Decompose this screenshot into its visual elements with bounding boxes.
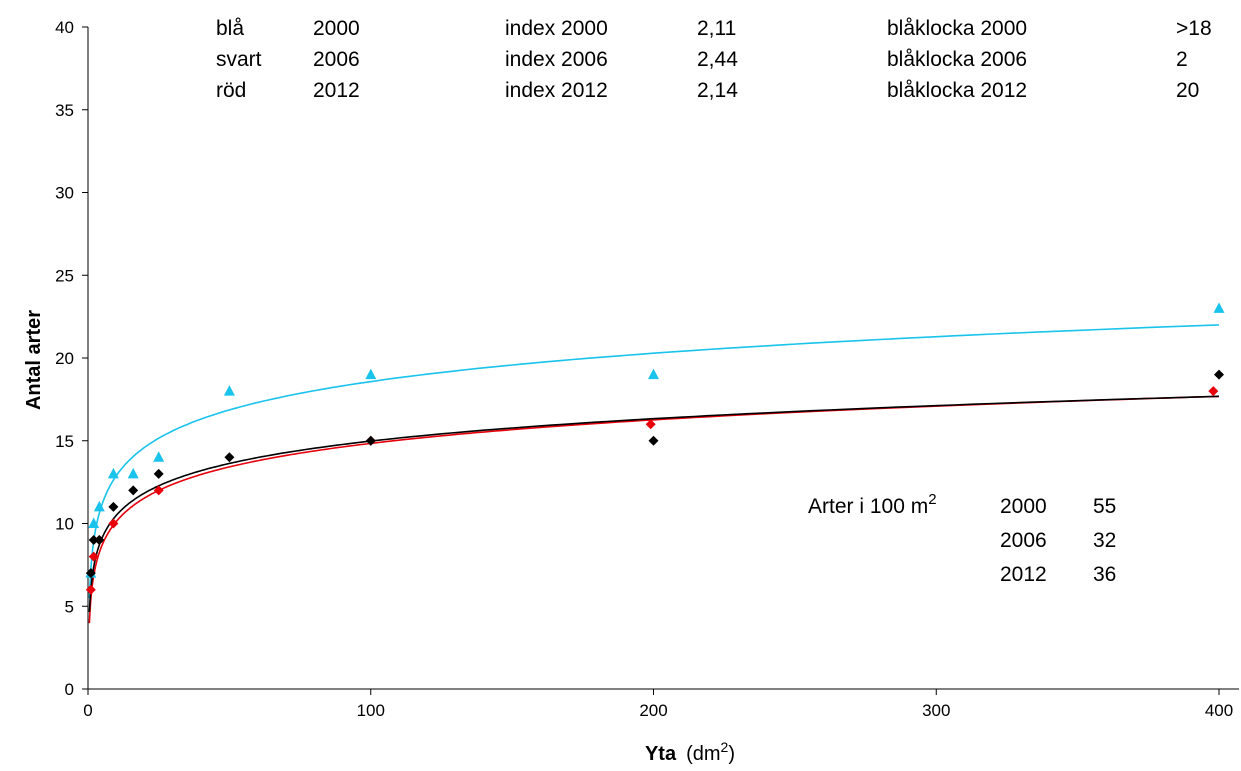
y-tick-label: 35 [55, 101, 74, 120]
y-tick-label: 30 [55, 184, 74, 203]
data-point [153, 468, 164, 479]
legend-color-name: röd [216, 79, 246, 102]
blaklocka-label: blåklocka 2006 [887, 48, 1027, 71]
data-point [1213, 302, 1225, 313]
legend-year: 2000 [313, 17, 360, 40]
x-tick-label: 200 [639, 701, 667, 720]
data-point [1208, 386, 1219, 397]
data-point [365, 368, 377, 380]
x-axis-unit-close: ) [728, 743, 735, 765]
data-point [85, 584, 96, 595]
trend-line [88, 324, 1220, 599]
data-point [128, 485, 139, 496]
legend-table: blå 2000 index 2000 2,11 blåklocka 2000 >18 sv… [216, 17, 1212, 102]
species-count-table: Arter i 100 m2 2000 55 2006 32 2012 36 [808, 491, 1116, 586]
x-axis-unit-sup: 2 [721, 739, 729, 755]
y-tick-label: 25 [55, 266, 74, 285]
data-point [88, 551, 99, 562]
data-point [93, 500, 105, 512]
data-point [365, 435, 376, 446]
y-tick-label: 5 [65, 597, 74, 616]
x-axis-title-main: Yta [645, 743, 677, 765]
y-axis-title: Antal arter [23, 310, 45, 410]
blaklocka-value: 20 [1176, 79, 1199, 102]
data-point [1214, 369, 1224, 380]
data-point [85, 568, 96, 579]
data-points [85, 302, 1225, 595]
index-value: 2,14 [697, 79, 738, 102]
data-point [223, 385, 235, 396]
x-tick-label: 100 [357, 701, 385, 720]
y-tick-label: 40 [55, 18, 74, 37]
data-point [108, 501, 119, 512]
trend-line [88, 395, 1220, 612]
blaklocka-label: blåklocka 2012 [887, 79, 1027, 102]
y-tick-label: 15 [55, 432, 74, 451]
data-point [107, 467, 119, 479]
x-tick-label: 400 [1205, 701, 1233, 720]
trend-line [88, 395, 1220, 624]
blaklocka-value: >18 [1176, 17, 1212, 40]
data-point [224, 452, 235, 463]
arter-count: 36 [1093, 563, 1116, 586]
data-point [645, 419, 656, 430]
index-value: 2,44 [697, 48, 738, 71]
trend-lines [88, 324, 1220, 624]
arter-count: 55 [1093, 495, 1116, 518]
index-label: index 2006 [505, 48, 608, 71]
data-point [94, 535, 105, 545]
data-point [153, 485, 164, 496]
index-label: index 2012 [505, 79, 608, 102]
arter-sup: 2 [928, 491, 936, 508]
arter-count: 32 [1093, 529, 1116, 552]
x-axis-title: Yta (dm2) [645, 739, 735, 765]
y-tick-label: 10 [55, 515, 74, 534]
x-tick-label: 300 [922, 701, 950, 720]
x-tick-label: 0 [83, 701, 92, 720]
data-point [88, 517, 100, 528]
blaklocka-label: blåklocka 2000 [887, 17, 1027, 40]
data-point [648, 368, 659, 380]
index-value: 2,11 [697, 17, 736, 40]
arter-year: 2012 [1000, 563, 1047, 586]
arter-year: 2000 [1000, 495, 1047, 518]
legend-color-name: svart [216, 48, 262, 71]
x-axis-unit: (dm [686, 743, 720, 765]
svg-text:Arter i 100 m2: Arter i 100 m2 [808, 491, 937, 518]
blaklocka-value: 2 [1176, 48, 1188, 71]
data-point [108, 518, 119, 529]
data-point [648, 435, 659, 446]
index-label: index 2000 [505, 17, 608, 40]
y-tick-label: 0 [65, 680, 74, 699]
legend-year: 2006 [313, 48, 360, 71]
data-point [127, 467, 139, 479]
legend-color-name: blå [216, 17, 244, 40]
arter-year: 2006 [1000, 529, 1047, 552]
arter-label: Arter i 100 m [808, 495, 928, 518]
data-point [153, 451, 165, 462]
data-point [88, 535, 99, 545]
legend-year: 2012 [313, 79, 360, 102]
y-tick-label: 20 [55, 349, 74, 368]
